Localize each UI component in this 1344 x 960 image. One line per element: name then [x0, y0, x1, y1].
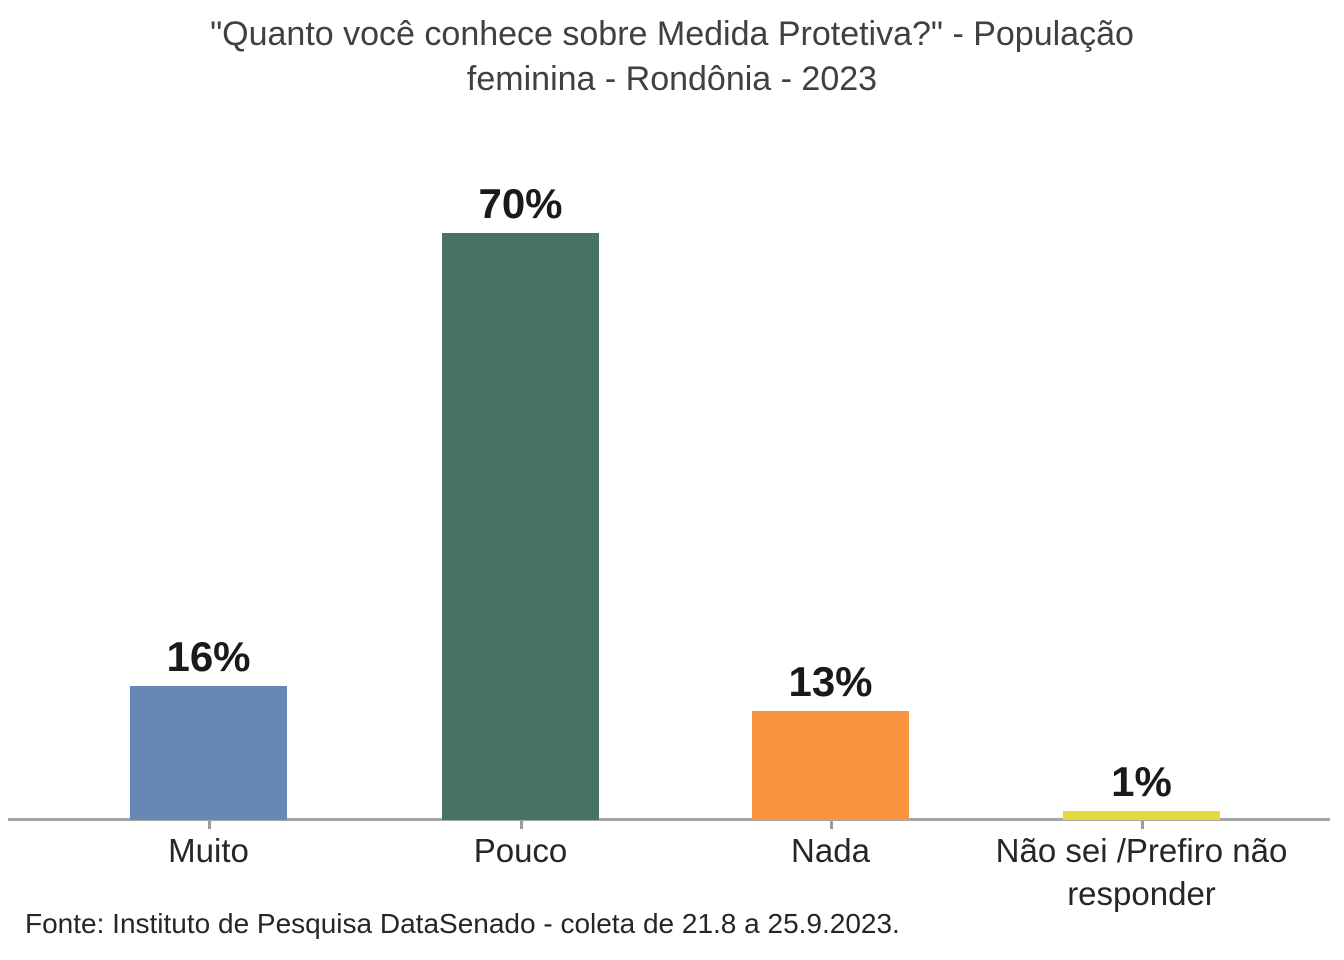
value-label-nao-sei-prefiro-nao-responder: 1%	[1111, 758, 1172, 805]
x-axis-tick-nao-sei-prefiro-nao-responder	[1140, 821, 1144, 829]
chart-title-line-2: feminina - Rondônia - 2023	[466, 59, 878, 98]
value-label-nada: 13%	[788, 658, 873, 705]
category-label-nada: Nada	[791, 832, 870, 869]
category-label-pouco: Pouco	[473, 832, 568, 869]
value-label-pouco: 70%	[478, 180, 563, 227]
x-axis-tick-pouco	[519, 821, 523, 829]
source-note: Fonte: Instituto de Pesquisa DataSenado …	[25, 908, 900, 939]
bar-nada	[752, 711, 909, 820]
x-axis-tick-muito	[207, 821, 211, 829]
value-label-muito: 16%	[166, 633, 251, 680]
x-axis-tick-nada	[829, 821, 833, 829]
bar-muito	[130, 686, 287, 820]
chart-title: "Quanto você conhece sobre Medida Protet…	[0, 12, 1344, 102]
chart-title-line-1: "Quanto você conhece sobre Medida Protet…	[210, 15, 1134, 53]
bar-nao-sei-prefiro-nao-responder	[1063, 811, 1220, 820]
bar-pouco	[442, 233, 599, 820]
category-label-nao-sei-prefiro-nao-responder: Não sei /Prefiro não responder	[995, 832, 1288, 912]
category-label-muito: Muito	[168, 832, 249, 869]
x-axis-line	[8, 818, 1330, 821]
